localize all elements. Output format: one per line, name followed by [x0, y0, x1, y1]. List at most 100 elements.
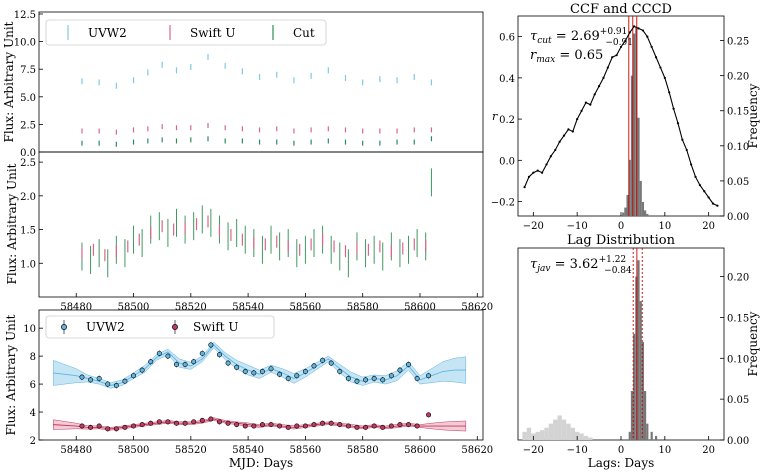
- annotation-tau-cut: τcut = 2.69+0.91 −0.91: [530, 27, 633, 48]
- legend-frame: [45, 19, 327, 46]
- x-tick-label: 58620: [461, 302, 493, 313]
- y-ticks: 2 4 6 8 10: [23, 324, 43, 447]
- point-uvw2: [363, 377, 369, 383]
- y-tick-label: 12.5: [14, 10, 36, 21]
- point-uvw2: [311, 363, 317, 369]
- axes-frame: [38, 151, 484, 298]
- ccf-point: [633, 25, 636, 28]
- data-marks: [81, 54, 433, 147]
- y2-tick-label: 0.05: [727, 177, 749, 188]
- point-uvw2: [148, 359, 154, 365]
- point-uvw2: [328, 360, 334, 366]
- ccf-point: [703, 190, 706, 193]
- y-tick-label: 7.5: [20, 65, 36, 76]
- histogram-bar: [633, 33, 636, 217]
- annotation-upper: +0.91: [600, 27, 628, 37]
- ccf-point: [558, 140, 561, 143]
- y-tick-label: 2.5: [20, 158, 36, 169]
- gp-uvw2-band: [53, 341, 467, 389]
- x-axis-label: Lags: Days: [588, 456, 655, 470]
- point-uvw2: [380, 377, 386, 383]
- histogram-bar: [624, 207, 627, 216]
- point-swiftu: [320, 420, 326, 426]
- ccf-point: [681, 138, 684, 141]
- x-tick-label: 10: [658, 221, 671, 232]
- point-uvw2: [225, 360, 231, 366]
- histogram-bar: [633, 333, 636, 440]
- annotation-r-max: rmax = 0.65: [530, 48, 603, 65]
- histogram-bar: [641, 341, 645, 440]
- x-tick-label: 58600: [404, 445, 436, 456]
- y-tick-label: 8: [30, 352, 36, 363]
- point-swiftu: [208, 416, 214, 422]
- y2-tick-label: 0.10: [727, 142, 749, 153]
- histogram-bar: [544, 427, 549, 440]
- y-tick-label: 0.0: [499, 156, 515, 167]
- histogram-bar: [557, 415, 562, 440]
- histogram-bar: [539, 430, 545, 440]
- histogram-bar: [637, 260, 640, 440]
- ccf-point: [716, 204, 719, 207]
- x-tick-label: 58480: [60, 302, 92, 313]
- y2-tick-label: 0.00: [727, 212, 749, 223]
- point-uvw2: [337, 369, 343, 375]
- point-uvw2: [285, 375, 291, 381]
- point-uvw2: [79, 374, 85, 380]
- histogram-bar: [628, 431, 631, 440]
- histogram-bar: [626, 194, 629, 216]
- histogram-bar: [639, 180, 642, 216]
- point-swiftu: [294, 423, 300, 429]
- point-swiftu: [199, 417, 205, 423]
- ccf-point: [711, 202, 715, 205]
- histogram-bar: [644, 210, 647, 216]
- ccf-point: [624, 39, 627, 42]
- point-uvw2: [191, 359, 197, 365]
- point-uvw2: [259, 369, 265, 375]
- point-uvw2: [131, 373, 137, 379]
- point-swiftu: [337, 422, 343, 428]
- ccf-point: [571, 130, 574, 133]
- point-swiftu: [225, 420, 231, 426]
- point-uvw2: [354, 378, 360, 384]
- x-tick-label: 58540: [232, 445, 264, 456]
- point-uvw2: [234, 364, 240, 370]
- y-axis-label: r: [492, 110, 498, 123]
- histogram-bar: [639, 301, 642, 440]
- point-uvw2: [414, 375, 420, 381]
- histogram-bar: [641, 201, 645, 216]
- y-tick-label: 0.2: [499, 115, 515, 126]
- point-swiftu: [216, 419, 222, 425]
- annotation-symbol: τ: [530, 257, 538, 272]
- y2-tick-label: 0.25: [727, 37, 749, 48]
- ccf-point: [597, 85, 601, 88]
- panel-lc-bottom: 2 4 6 8 10 58480 58500 58520 58540 58560 58580 586…: [4, 309, 493, 470]
- ccf-point: [532, 171, 535, 174]
- ccf-point: [650, 45, 653, 49]
- ccf-point: [685, 148, 688, 152]
- x-tick-label: −10: [567, 445, 588, 456]
- y2-tick-label: 0.15: [727, 107, 749, 118]
- histogram-bar: [630, 75, 634, 216]
- histogram-bar: [630, 390, 634, 440]
- histogram-bar: [583, 435, 589, 440]
- histogram-bar: [635, 276, 638, 440]
- data-marks: [523, 16, 719, 217]
- point-swiftu: [268, 422, 274, 428]
- point-swiftu: [139, 422, 145, 428]
- ccf-point: [646, 35, 649, 38]
- y-tick-label: 5.0: [20, 93, 36, 104]
- panel-title: CCF and CCCD: [570, 2, 672, 17]
- y2-tick-label: 0.20: [727, 273, 749, 284]
- legend-entry-uvw2: UVW2: [86, 320, 125, 334]
- annotation-lower: −0.84: [604, 266, 632, 276]
- point-uvw2: [406, 362, 412, 368]
- y2-tick-label: 0.15: [727, 313, 749, 324]
- x-ticks: 58480 58500 58520 58540 58560 58580 58600 58620: [60, 293, 493, 313]
- point-swiftu: [302, 423, 308, 429]
- point-uvw2: [320, 357, 326, 363]
- point-uvw2: [113, 382, 119, 388]
- point-uvw2: [216, 352, 222, 358]
- data-marks: [53, 341, 467, 432]
- point-uvw2: [88, 377, 94, 383]
